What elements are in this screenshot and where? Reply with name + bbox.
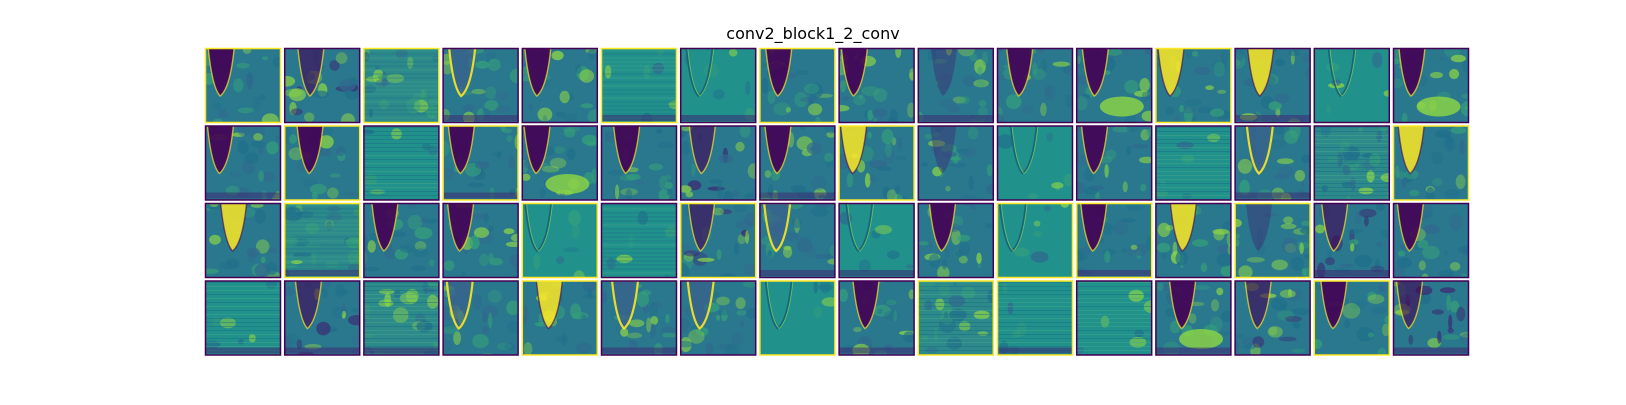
feature-map-panel bbox=[679, 202, 757, 279]
feature-map-panel bbox=[442, 202, 519, 279]
feature-map-panel bbox=[838, 47, 915, 124]
feature-map-panel bbox=[1234, 125, 1311, 201]
feature-map-panel bbox=[600, 47, 678, 124]
feature-map-panel bbox=[1155, 202, 1232, 279]
feature-map-panel bbox=[1313, 280, 1391, 356]
feature-map-panel bbox=[363, 202, 440, 279]
feature-map-panel bbox=[1155, 47, 1232, 124]
feature-map-panel bbox=[1075, 47, 1153, 124]
feature-map-panel bbox=[1313, 47, 1391, 124]
feature-map-panel bbox=[521, 125, 599, 201]
feature-map-panel bbox=[521, 280, 599, 356]
feature-map-panel bbox=[996, 280, 1074, 356]
feature-map-panel bbox=[1313, 125, 1391, 201]
feature-map-panel bbox=[759, 280, 836, 356]
feature-map-panel bbox=[600, 202, 678, 279]
feature-map-panel bbox=[759, 47, 836, 124]
feature-map-panel bbox=[1234, 47, 1311, 124]
feature-map-panel bbox=[283, 47, 361, 124]
feature-map-panel bbox=[363, 280, 440, 356]
feature-map-panel bbox=[838, 280, 915, 356]
feature-map-panel bbox=[996, 125, 1074, 201]
feature-map-panel bbox=[679, 47, 757, 124]
feature-map-panel bbox=[838, 125, 915, 201]
feature-map-panel bbox=[363, 125, 440, 201]
feature-map-panel bbox=[996, 47, 1074, 124]
feature-map-panel bbox=[442, 280, 519, 356]
feature-map-panel bbox=[283, 202, 361, 279]
feature-map-panel bbox=[759, 125, 836, 201]
feature-map-panel bbox=[679, 280, 757, 356]
feature-map-panel bbox=[1075, 280, 1153, 356]
feature-map-panel bbox=[1155, 125, 1232, 201]
feature-map-panel bbox=[600, 125, 678, 201]
feature-map-panel bbox=[679, 125, 757, 201]
feature-map-panel bbox=[204, 125, 282, 201]
feature-map-panel bbox=[1234, 280, 1311, 356]
feature-map-panel bbox=[917, 47, 995, 124]
feature-map-panel bbox=[917, 280, 995, 356]
feature-map-panel bbox=[521, 47, 599, 124]
feature-map-panel bbox=[204, 47, 282, 124]
feature-map-panel bbox=[442, 47, 519, 124]
feature-map-panel bbox=[838, 202, 915, 279]
feature-map-panel bbox=[521, 202, 599, 279]
feature-map-panel bbox=[1155, 280, 1232, 356]
feature-map-panel bbox=[363, 47, 440, 124]
feature-map-panel bbox=[917, 125, 995, 201]
feature-map-panel bbox=[1392, 280, 1470, 356]
feature-map-panel bbox=[1392, 125, 1470, 201]
feature-map-panel bbox=[759, 202, 836, 279]
feature-map-panel bbox=[204, 280, 282, 356]
feature-map-panel bbox=[283, 125, 361, 201]
feature-map-panel bbox=[1313, 202, 1391, 279]
feature-map-panel bbox=[204, 202, 282, 279]
feature-map-panel bbox=[1392, 202, 1470, 279]
feature-map-panel bbox=[600, 280, 678, 356]
feature-map-panel bbox=[1075, 202, 1153, 279]
figure-title: conv2_block1_2_conv bbox=[726, 24, 900, 43]
feature-map-panel bbox=[283, 280, 361, 356]
feature-map-panel bbox=[996, 202, 1074, 279]
feature-map-panel bbox=[917, 202, 995, 279]
feature-map-panel bbox=[442, 125, 519, 201]
feature-map-panel bbox=[1392, 47, 1470, 124]
feature-map-panel bbox=[1234, 202, 1311, 279]
feature-map-panel bbox=[1075, 125, 1153, 201]
